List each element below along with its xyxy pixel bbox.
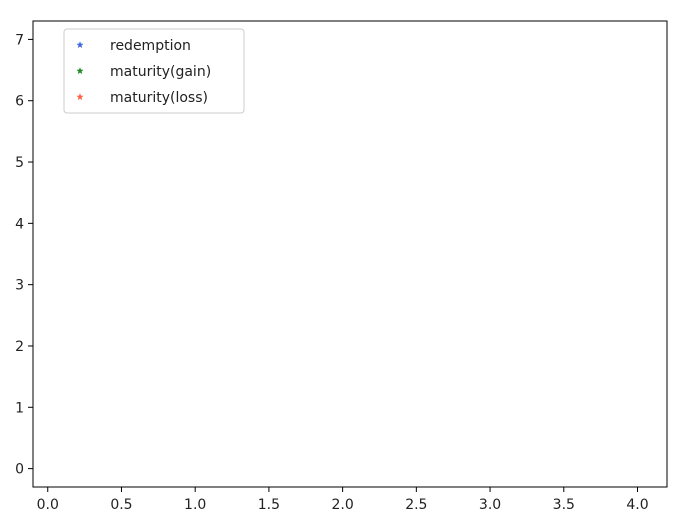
legend-marker xyxy=(76,41,84,49)
y-axis-tick-label: 7 xyxy=(15,32,24,48)
x-axis-tick-label: 3.0 xyxy=(479,497,501,513)
y-axis-tick-label: 2 xyxy=(15,339,24,355)
x-axis-tick-label: 0.0 xyxy=(37,497,59,513)
y-axis-tick-label: 5 xyxy=(15,155,24,171)
legend-box xyxy=(63,28,245,114)
legend-label: maturity(loss) xyxy=(110,90,208,106)
x-axis-tick-label: 2.0 xyxy=(331,497,353,513)
y-axis-tick-label: 1 xyxy=(15,400,24,416)
y-axis-tick-label: 3 xyxy=(15,278,24,294)
y-axis-tick-label: 0 xyxy=(15,462,24,478)
x-axis-tick-label: 0.5 xyxy=(110,497,132,513)
x-axis-tick-label: 4.0 xyxy=(626,497,648,513)
legend-label: redemption xyxy=(110,38,191,54)
x-axis-tick-label: 1.0 xyxy=(184,497,206,513)
legend-marker xyxy=(76,93,84,101)
y-axis-tick-label: 6 xyxy=(15,94,24,110)
legend: redemption maturity(gain) maturity(loss) xyxy=(63,28,245,114)
y-axis-tick-label: 4 xyxy=(15,216,24,232)
legend-label: maturity(gain) xyxy=(110,64,211,80)
x-axis-tick-label: 1.5 xyxy=(258,497,280,513)
x-axis-tick-label: 3.5 xyxy=(553,497,575,513)
legend-marker xyxy=(76,67,84,75)
x-axis-tick-label: 2.5 xyxy=(405,497,427,513)
